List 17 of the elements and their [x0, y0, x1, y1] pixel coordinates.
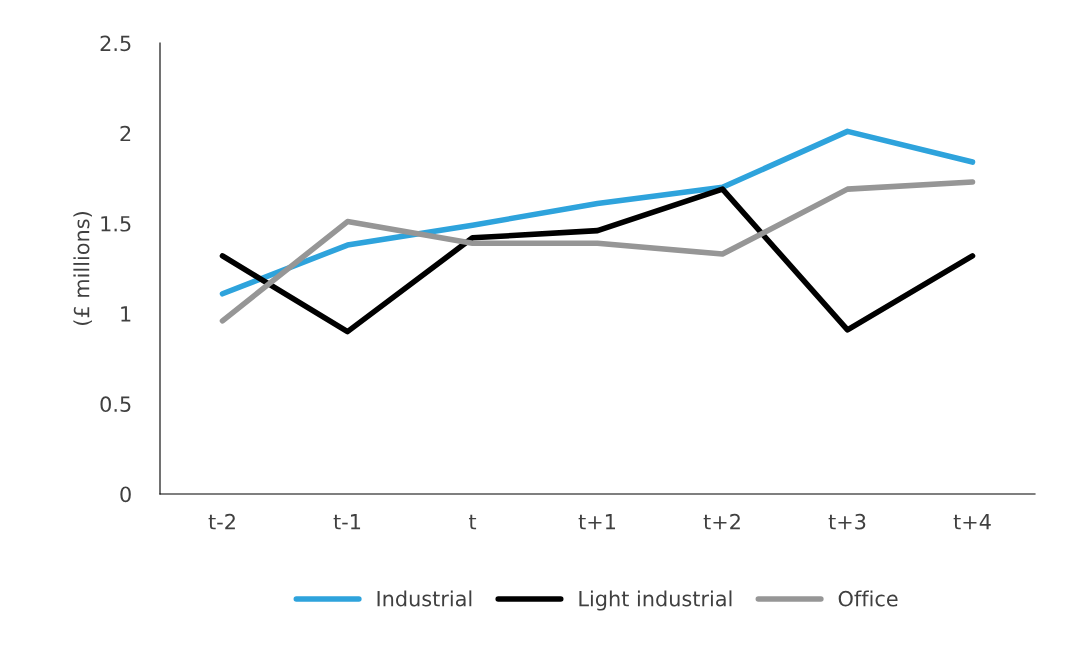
x-tick-label: t-1 [333, 514, 361, 530]
y-tick-label: 1 [121, 306, 131, 322]
y-tick-label: 1.5 [101, 216, 131, 232]
x-tick-label: t+3 [828, 513, 866, 530]
legend-label: Light industrial [579, 590, 732, 611]
y-tick-label: 2.5 [100, 35, 131, 52]
y-tick-label: 0 [120, 486, 131, 503]
x-tick-label: t [468, 514, 477, 530]
y-axis-title: (£ millions) [73, 212, 92, 325]
y-tick-label: 2 [120, 125, 131, 142]
x-tick-label: t+2 [703, 513, 740, 530]
legend-label: Office [838, 590, 898, 607]
x-tick-label: t+1 [578, 514, 616, 530]
x-tick-label: t-2 [208, 513, 235, 530]
y-tick-label: 0.5 [100, 396, 131, 413]
x-tick-label: t+4 [953, 514, 991, 530]
legend-label: Industrial [377, 590, 472, 607]
